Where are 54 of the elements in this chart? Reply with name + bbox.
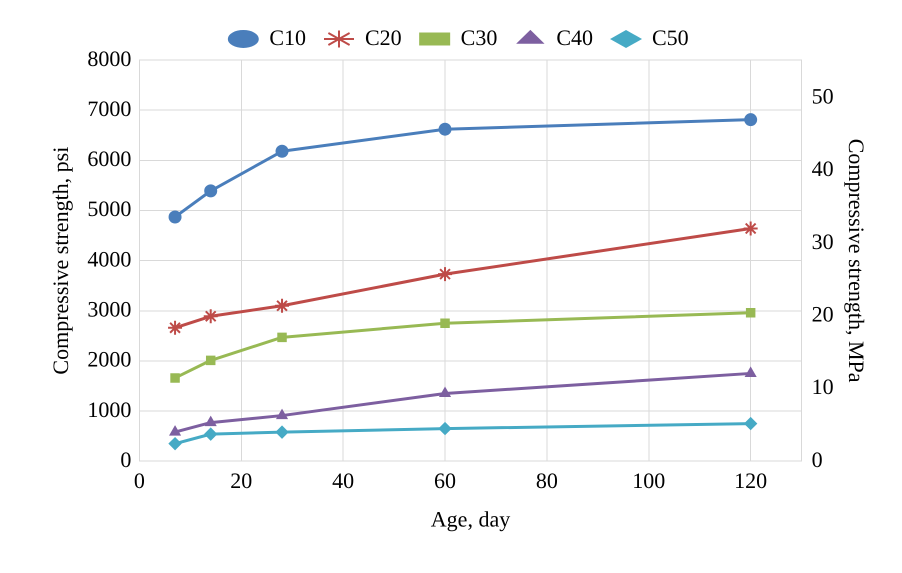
x-axis-title: Age, day: [430, 506, 510, 532]
y-axis-title: Compressive strength, psi: [48, 146, 73, 375]
point: [276, 426, 289, 439]
point: [438, 422, 452, 436]
point: [206, 356, 216, 366]
legend-label: C20: [364, 24, 402, 50]
point: [276, 409, 288, 420]
point: [440, 318, 450, 328]
point: [742, 220, 759, 237]
x-tick-label: 20: [230, 468, 252, 494]
y-tick-label: 1000: [87, 396, 132, 422]
point: [438, 122, 452, 136]
point: [746, 308, 756, 318]
point: [167, 320, 184, 336]
y-tick-label: 8000: [87, 46, 132, 71]
legend-label: C50: [652, 24, 689, 50]
y2-tick-label: 20: [812, 302, 834, 327]
point: [277, 332, 287, 342]
x-tick-label: 100: [632, 468, 666, 494]
y2-tick-label: 50: [812, 83, 834, 108]
point: [744, 417, 758, 430]
legend-label: C30: [460, 24, 498, 50]
point: [168, 437, 182, 450]
point: [204, 184, 218, 198]
point: [437, 266, 454, 282]
point: [169, 426, 181, 436]
point: [274, 298, 290, 314]
y-tick-label: 6000: [87, 146, 132, 172]
point: [439, 387, 451, 397]
y-tick-label: 7000: [87, 96, 132, 121]
point: [205, 416, 216, 426]
point: [744, 366, 756, 377]
y2-tick-label: 30: [812, 228, 834, 254]
y2-axis-title: Compressive strength, MPa: [844, 138, 870, 383]
point: [170, 373, 180, 383]
x-tick-label: 120: [734, 468, 768, 494]
y-tick-label: 0: [120, 446, 132, 472]
y2-tick-label: 10: [812, 374, 834, 400]
x-tick-label: 60: [434, 468, 456, 494]
legend-label: C10: [269, 24, 306, 50]
x-tick-label: 80: [536, 468, 558, 494]
point: [276, 144, 289, 158]
point: [202, 308, 219, 324]
x-tick-label: 40: [332, 468, 354, 494]
point: [168, 210, 182, 224]
y2-tick-label: 40: [812, 156, 834, 182]
legend-label: C40: [556, 24, 594, 50]
y2-tick-label: 0: [812, 446, 823, 472]
y-tick-label: 3000: [87, 296, 132, 322]
point: [744, 113, 758, 126]
point: [204, 428, 218, 441]
y-tick-label: 2000: [87, 346, 132, 372]
y-tick-label: 4000: [87, 246, 132, 272]
y-tick-label: 5000: [87, 196, 132, 222]
